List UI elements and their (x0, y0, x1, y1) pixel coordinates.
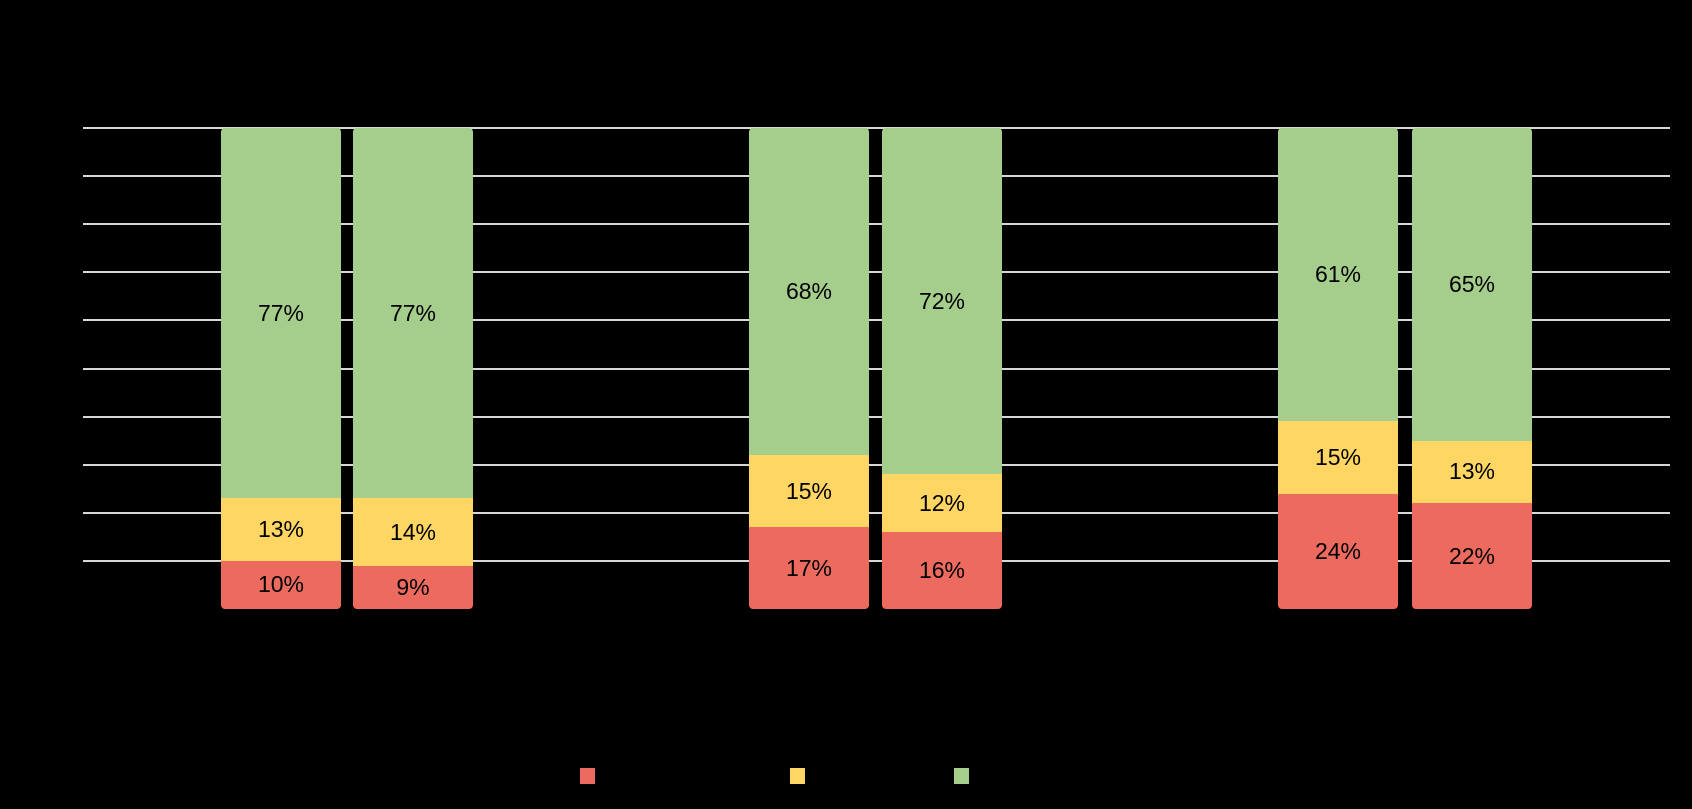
red-series-legend-swatch (580, 768, 595, 784)
red-series-segment: 24% (1278, 493, 1398, 609)
gridline-60-percent (83, 319, 1670, 321)
bar-group2-col1: 68% 15% 17% (749, 128, 869, 609)
gridline-10-percent (83, 560, 1670, 562)
data-label: 61% (1314, 261, 1362, 288)
yellow-series-segment: 15% (1278, 421, 1398, 494)
bar-group1-col2: 77% 14% 9% (353, 128, 473, 609)
green-series-segment: 72% (882, 128, 1002, 475)
data-label: 72% (918, 287, 966, 314)
data-label: 77% (389, 299, 437, 326)
data-label: 68% (785, 278, 833, 305)
data-label: 77% (257, 299, 305, 326)
gridline-20-percent (83, 512, 1670, 514)
data-label: 65% (1448, 270, 1496, 297)
red-series-segment: 9% (353, 565, 473, 609)
bar-group1-col1: 77% 13% 10% (221, 128, 341, 609)
legend (0, 768, 1692, 785)
data-label: 15% (1314, 443, 1362, 470)
data-label: 12% (918, 489, 966, 516)
yellow-series-segment: 13% (1412, 440, 1532, 504)
gridline-70-percent (83, 271, 1670, 273)
red-series-segment: 22% (1412, 503, 1532, 609)
yellow-series-segment: 14% (353, 498, 473, 566)
green-series-segment: 68% (749, 128, 869, 456)
green-series-segment: 77% (221, 128, 341, 499)
gridline-50-percent (83, 368, 1670, 370)
gridline-30-percent (83, 464, 1670, 466)
yellow-series-segment: 13% (221, 498, 341, 561)
green-series-segment: 65% (1412, 128, 1532, 441)
yellow-series-legend-swatch (790, 768, 805, 784)
red-series-segment: 10% (221, 560, 341, 609)
data-label: 14% (389, 518, 437, 545)
data-label: 22% (1448, 542, 1496, 569)
data-label: 15% (785, 477, 833, 504)
red-series-segment: 17% (749, 527, 869, 609)
data-label: 13% (1448, 458, 1496, 485)
bar-group3-col1: 61% 15% 24% (1278, 128, 1398, 609)
data-label: 13% (257, 516, 305, 543)
yellow-series-segment: 15% (749, 455, 869, 528)
gridline-90-percent (83, 175, 1670, 177)
yellow-series-segment: 12% (882, 474, 1002, 533)
red-series-segment: 16% (882, 532, 1002, 609)
data-label: 16% (918, 557, 966, 583)
bar-group3-col2: 65% 13% 22% (1412, 128, 1532, 609)
data-label: 10% (257, 571, 305, 598)
gridline-100-percent (83, 127, 1670, 129)
gridline-80-percent (83, 223, 1670, 225)
gridline-40-percent (83, 416, 1670, 418)
green-series-legend-swatch (954, 768, 969, 784)
bar-group2-col2: 72% 12% 16% (882, 128, 1002, 609)
data-label: 17% (785, 554, 833, 581)
data-label: 9% (396, 573, 430, 600)
green-series-segment: 77% (353, 128, 473, 499)
data-label: 24% (1314, 537, 1362, 564)
green-series-segment: 61% (1278, 128, 1398, 422)
